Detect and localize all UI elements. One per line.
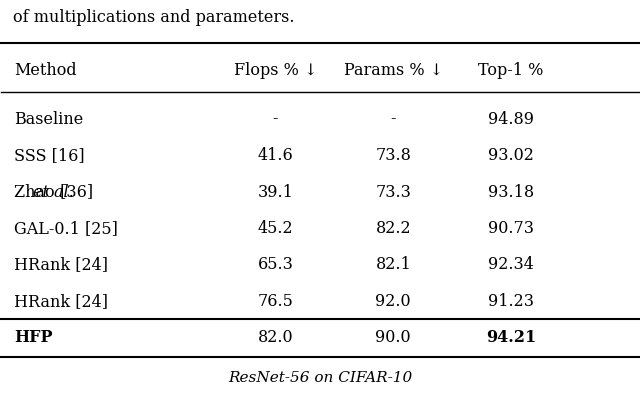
- Text: et al.: et al.: [33, 184, 74, 201]
- Text: 92.0: 92.0: [376, 293, 411, 310]
- Text: GAL-0.1 [25]: GAL-0.1 [25]: [14, 220, 118, 237]
- Text: ResNet-56 on CIFAR-10: ResNet-56 on CIFAR-10: [228, 371, 412, 385]
- Text: Method: Method: [14, 62, 77, 79]
- Text: HRank [24]: HRank [24]: [14, 293, 108, 310]
- Text: 91.23: 91.23: [488, 293, 534, 310]
- Text: 93.02: 93.02: [488, 147, 534, 164]
- Text: SSS [16]: SSS [16]: [14, 147, 84, 164]
- Text: 65.3: 65.3: [257, 256, 293, 273]
- Text: -: -: [273, 111, 278, 128]
- Text: 39.1: 39.1: [257, 184, 293, 201]
- Text: 90.0: 90.0: [376, 329, 411, 346]
- Text: 82.0: 82.0: [257, 329, 293, 346]
- Text: 90.73: 90.73: [488, 220, 534, 237]
- Text: 92.34: 92.34: [488, 256, 534, 273]
- Text: HRank [24]: HRank [24]: [14, 256, 108, 273]
- Text: 76.5: 76.5: [257, 293, 293, 310]
- Text: 45.2: 45.2: [257, 220, 293, 237]
- Text: Baseline: Baseline: [14, 111, 83, 128]
- Text: 94.21: 94.21: [486, 329, 536, 346]
- Text: of multiplications and parameters.: of multiplications and parameters.: [13, 9, 294, 26]
- Text: Params % ↓: Params % ↓: [344, 62, 443, 79]
- Text: HFP: HFP: [14, 329, 52, 346]
- Text: 82.2: 82.2: [376, 220, 411, 237]
- Text: 94.89: 94.89: [488, 111, 534, 128]
- Text: Zhao: Zhao: [14, 184, 60, 201]
- Text: Flops % ↓: Flops % ↓: [234, 62, 317, 79]
- Text: 93.18: 93.18: [488, 184, 534, 201]
- Text: -: -: [390, 111, 396, 128]
- Text: Top-1 %: Top-1 %: [479, 62, 544, 79]
- Text: 73.8: 73.8: [375, 147, 412, 164]
- Text: [36]: [36]: [55, 184, 93, 201]
- Text: 73.3: 73.3: [375, 184, 412, 201]
- Text: 41.6: 41.6: [257, 147, 293, 164]
- Text: 82.1: 82.1: [376, 256, 411, 273]
